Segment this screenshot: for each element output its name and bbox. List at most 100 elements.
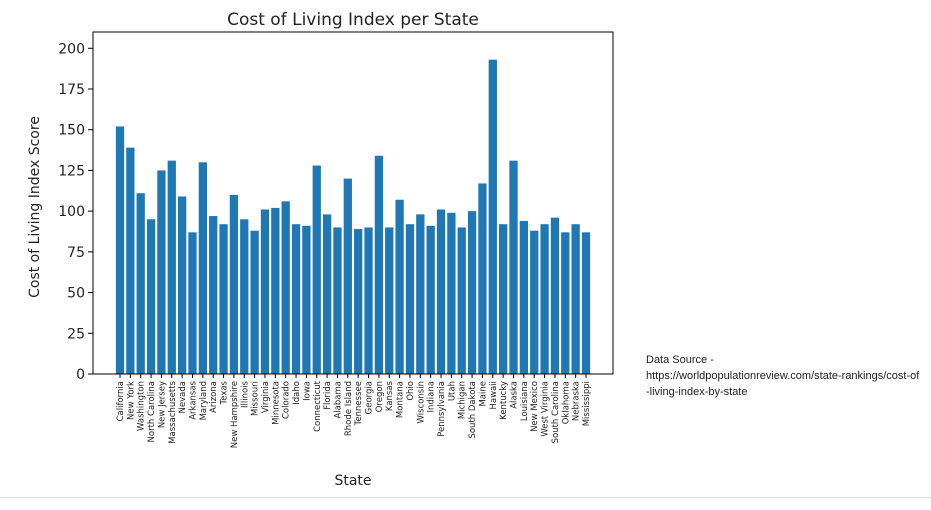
bar <box>291 224 301 374</box>
x-axis-label: State <box>334 473 371 489</box>
y-tick-label: 25 <box>67 326 85 342</box>
bar <box>260 209 270 374</box>
bar <box>488 59 497 374</box>
y-axis: 0 25 50 75 100 125 150 175 200 <box>58 41 93 383</box>
bar <box>561 232 570 374</box>
x-tick-label: Oregon <box>375 381 385 412</box>
x-tick-label: California <box>116 381 126 421</box>
bar <box>509 160 518 374</box>
y-tick-label: 0 <box>76 367 85 383</box>
x-tick-label: Louisiana <box>520 381 530 421</box>
bar <box>157 170 166 374</box>
x-tick-label: Texas <box>220 380 230 405</box>
x-tick-label: Indiana <box>427 381 437 412</box>
bar <box>540 224 549 374</box>
plot-frame <box>92 31 614 375</box>
x-tick-label: Tennessee <box>354 381 364 426</box>
y-tick-label: 125 <box>58 163 85 179</box>
bar <box>571 224 580 374</box>
x-tick-label: Mississippi <box>582 381 592 426</box>
x-tick-label: Illinois <box>240 380 250 408</box>
x-tick-label: Kentucky <box>499 381 509 420</box>
bar <box>281 201 290 374</box>
chart: Cost of Living Index per State Cost of L… <box>27 10 614 489</box>
bar <box>457 227 466 374</box>
bar-chart: Cost of Living Index per State Cost of L… <box>27 10 614 489</box>
x-tick-label: Washington <box>137 381 147 431</box>
bar <box>426 225 435 374</box>
bar <box>478 183 487 374</box>
x-tick-label: Alabama <box>333 381 343 418</box>
x-tick-label: Kansas <box>385 380 395 411</box>
bar <box>209 216 218 374</box>
x-tick-label: Rhode Island <box>344 381 354 436</box>
bar <box>271 207 280 374</box>
bar <box>530 230 539 374</box>
bars <box>115 59 591 374</box>
x-tick-label: Ohio <box>406 381 416 401</box>
x-tick-label: Pennsylvania <box>437 381 447 437</box>
y-tick-label: 150 <box>58 123 85 139</box>
bar <box>322 214 332 374</box>
y-axis-label: Cost of Living Index Score <box>27 116 43 298</box>
bar <box>395 199 404 374</box>
bar <box>126 147 135 374</box>
x-tick-label: Connecticut <box>313 380 323 432</box>
x-tick-label: South Carolina <box>551 381 561 443</box>
bar <box>374 155 384 374</box>
bar <box>519 220 529 374</box>
bar <box>167 160 176 374</box>
x-tick-label: Virginia <box>261 381 271 413</box>
bar <box>229 194 239 374</box>
x-tick-label: New Jersey <box>157 381 167 428</box>
x-tick-label: Minnesota <box>271 381 281 425</box>
x-tick-label: Maryland <box>199 381 209 420</box>
bar <box>240 219 249 374</box>
bar <box>188 232 197 374</box>
x-tick-label: New York <box>126 381 136 420</box>
x-tick-label: North Carolina <box>147 381 157 442</box>
x-tick-label: Arkansas <box>188 380 198 419</box>
x-tick-label: Oklahoma <box>561 381 571 424</box>
x-tick-label: Missouri <box>251 381 261 416</box>
x-tick-label: Hawaii <box>489 381 499 409</box>
bar <box>364 227 373 374</box>
bar <box>312 165 321 374</box>
x-tick-label: Alaska <box>510 381 520 409</box>
y-tick-label: 50 <box>67 286 85 302</box>
x-tick-label: Colorado <box>282 381 292 419</box>
bar <box>136 193 145 374</box>
bar <box>146 219 156 374</box>
x-tick-label: Idaho <box>292 381 302 405</box>
x-tick-label: Maine <box>478 381 488 407</box>
x-tick-label: Arizona <box>209 381 219 413</box>
bar <box>467 211 477 374</box>
chart-title: Cost of Living Index per State <box>227 10 479 30</box>
x-tick-label: Nebraska <box>572 381 582 421</box>
bar <box>436 209 446 374</box>
x-axis: California New York Washington North Caroli… <box>116 374 592 448</box>
divider <box>0 497 931 498</box>
x-tick-label: New Mexico <box>530 381 540 432</box>
x-tick-label: Massachusetts <box>168 380 178 443</box>
x-tick-label: Montana <box>396 381 406 418</box>
bar <box>219 224 228 374</box>
bar <box>499 224 508 374</box>
x-tick-label: Iowa <box>302 381 312 401</box>
bar <box>385 227 394 374</box>
bar <box>550 217 560 374</box>
bar <box>416 214 425 374</box>
y-tick-label: 100 <box>58 204 85 220</box>
x-tick-label: Utah <box>447 381 457 401</box>
bar <box>343 178 352 374</box>
data-source-note: Data Source - https://worldpopulationrev… <box>646 354 920 398</box>
bar <box>302 225 311 374</box>
y-tick-label: 75 <box>67 245 85 261</box>
bar <box>354 229 363 374</box>
x-tick-label: Nevada <box>178 381 188 413</box>
x-tick-label: West Virginia <box>541 381 551 437</box>
y-tick-label: 175 <box>58 82 85 98</box>
x-tick-label: Georgia <box>365 381 375 414</box>
x-tick-label: Wisconsin <box>416 381 426 423</box>
bar <box>115 126 125 374</box>
